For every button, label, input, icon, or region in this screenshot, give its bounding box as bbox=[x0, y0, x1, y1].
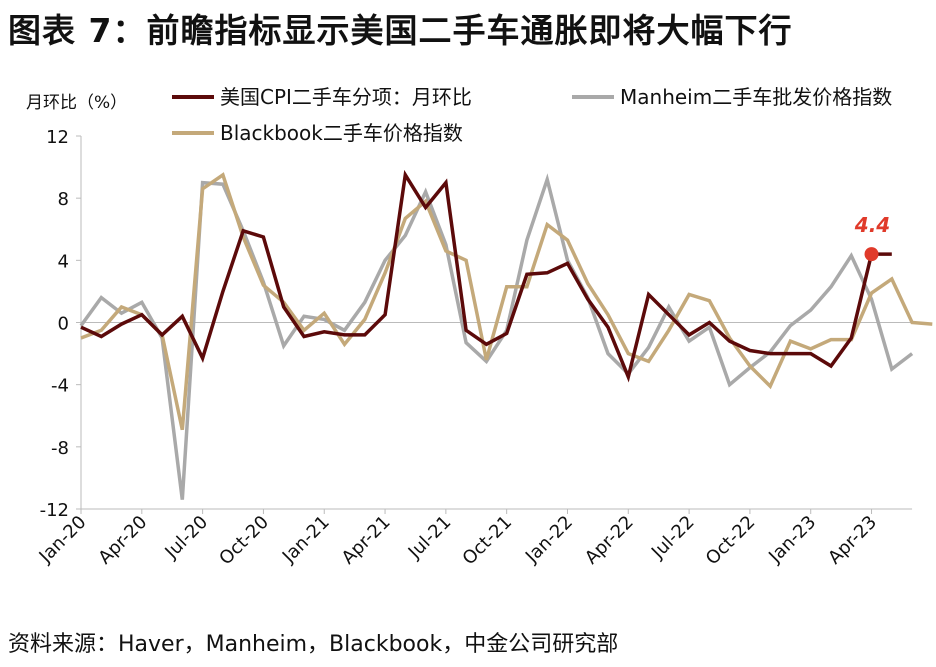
y-tick-label: 8 bbox=[58, 189, 69, 210]
y-tick-label: -12 bbox=[40, 500, 69, 521]
x-tick-label: Jan-21 bbox=[278, 512, 334, 568]
highlight-label: 4.4 bbox=[854, 213, 890, 237]
y-tick-label: -4 bbox=[51, 376, 69, 397]
series-line-blackbook bbox=[80, 172, 933, 431]
source-note: 资料来源：Haver，Manheim，Blackbook，中金公司研究部 bbox=[8, 632, 619, 657]
y-tick-label: 4 bbox=[58, 251, 69, 272]
highlight-point bbox=[864, 247, 879, 262]
chart-legend: 美国CPI二手车分项：月环比 Manheim二手车批发价格指数 Blackbook二… bbox=[172, 85, 892, 145]
x-tick-label: Apr-22 bbox=[581, 512, 638, 569]
legend-label-manheim: Manheim二手车批发价格指数 bbox=[620, 85, 892, 109]
y-tick-label: 0 bbox=[58, 314, 69, 335]
x-tick-label: Oct-22 bbox=[702, 512, 760, 570]
x-tick-label: Jan-23 bbox=[764, 512, 820, 568]
y-unit-label: 月环比（%） bbox=[26, 93, 127, 113]
x-tick-label: Jan-22 bbox=[521, 512, 577, 568]
series-line-cpi bbox=[80, 169, 892, 383]
x-tick-label: Jul-21 bbox=[404, 512, 456, 564]
legend-label-cpi: 美国CPI二手车分项：月环比 bbox=[220, 85, 472, 109]
x-tick-label: Apr-23 bbox=[824, 512, 881, 569]
x-tick-label: Oct-21 bbox=[459, 512, 517, 570]
y-tick-label: -8 bbox=[51, 438, 69, 459]
chart-series: 4.4 bbox=[79, 169, 933, 500]
legend-label-blackbook: Blackbook二手车价格指数 bbox=[220, 121, 463, 145]
x-tick-label: Apr-21 bbox=[338, 512, 395, 569]
x-tick-label: Jul-20 bbox=[160, 512, 212, 564]
x-tick-label: Jul-22 bbox=[647, 512, 699, 564]
x-tick-label: Apr-20 bbox=[95, 512, 152, 569]
series-line-manheim bbox=[79, 173, 914, 500]
x-tick-label: Oct-20 bbox=[215, 512, 273, 570]
chart-title: 图表 7：前瞻指标显示美国二手车通胀即将大幅下行 bbox=[8, 11, 793, 50]
y-tick-label: 12 bbox=[46, 127, 69, 148]
